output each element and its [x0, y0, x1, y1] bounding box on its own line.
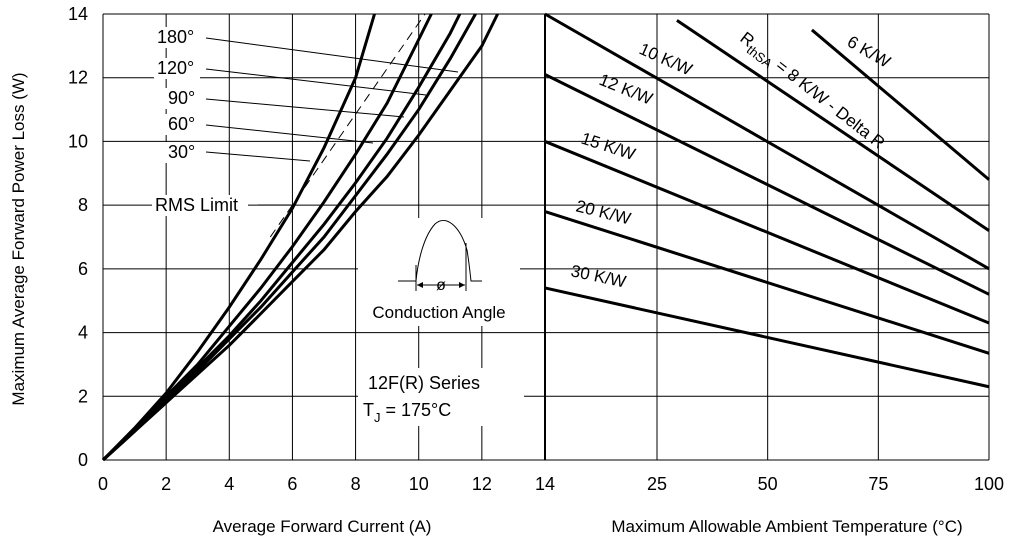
curve-label-background — [154, 58, 200, 79]
curve-label-background — [165, 114, 201, 135]
series-info-background — [358, 368, 524, 426]
rth-label-0: 6 K/W — [844, 32, 894, 72]
right-x-tick-label: 75 — [868, 474, 888, 494]
series-line-60- — [101, 13, 433, 462]
leader-line — [205, 98, 405, 118]
y-tick-label: 10 — [68, 131, 88, 151]
rth-line-15-k-w — [544, 140, 990, 325]
x-tick-label: 10 — [409, 474, 429, 494]
inset-background — [358, 218, 520, 326]
rth-line-20-k-w — [544, 210, 990, 355]
left-series-group — [101, 13, 499, 462]
conduction-angle-label: Conduction Angle — [372, 303, 505, 322]
curve-label-5: RMS Limit — [155, 195, 238, 215]
right-x-tick-label: 50 — [758, 474, 778, 494]
right-series-group — [544, 12, 990, 389]
rth-line-12-k-w — [544, 73, 990, 296]
tj-label: TJ = 175°C — [363, 400, 451, 425]
curve-label-background — [152, 195, 248, 216]
conduction-angle-inset: ø Conduction Angle — [358, 218, 520, 326]
y-tick-label: 12 — [68, 68, 88, 88]
phi-symbol: ø — [436, 277, 446, 294]
tj-prefix: T — [363, 400, 374, 420]
y-tick-label: 0 — [78, 450, 88, 470]
tj-suffix: = 175°C — [381, 400, 452, 420]
right-x-tick-label: 25 — [647, 474, 667, 494]
right-x-tick-label: 14 — [535, 474, 555, 494]
series-info-box: 12F(R) Series TJ = 175°C — [358, 368, 524, 426]
rth-line-10-k-w — [544, 12, 990, 271]
x-tick-label: 2 — [161, 474, 171, 494]
y-axis-title: Maximum Average Forward Power Loss (W) — [9, 72, 28, 405]
y-tick-label: 14 — [68, 4, 88, 24]
curve-label-2: 90° — [168, 88, 195, 108]
series-name-label: 12F(R) Series — [368, 373, 480, 393]
curve-label-4: 30° — [168, 142, 195, 162]
x-tick-label: 0 — [98, 474, 108, 494]
series-line-rms-limit — [269, 13, 426, 238]
curve-label-1: 120° — [157, 58, 194, 78]
rth-label-1: 10 K/W — [636, 39, 695, 79]
y-tick-label: 4 — [78, 323, 88, 343]
arrow-head-left — [417, 282, 423, 288]
arrow-head-right — [459, 282, 465, 288]
series-line-90- — [101, 13, 462, 462]
curve-label-0: 180° — [157, 27, 194, 47]
right-plot-grid — [544, 13, 990, 461]
series-line-120- — [101, 13, 477, 462]
left-curve-labels: 180° 120° 90° 60° 30° RMS Limit — [152, 27, 248, 216]
rth-line-8-k-w — [676, 19, 990, 232]
x-tick-label: 12 — [472, 474, 492, 494]
right-x-axis-title: Maximum Allowable Ambient Temperature (°… — [611, 517, 962, 536]
leader-line — [205, 151, 311, 162]
x-tick-label: 6 — [287, 474, 297, 494]
curve-label-background — [154, 27, 200, 48]
curve-label-background — [165, 88, 201, 109]
right-x-tick-label: 100 — [974, 474, 1004, 494]
leader-line — [205, 124, 374, 144]
rthsa-rest: = 8 K/W - Delta R — [768, 53, 888, 153]
series-line-30- — [101, 13, 376, 462]
leader-line — [205, 68, 427, 96]
axis-tick-labels: 0 2 4 6 8 10 12 0 2 4 6 8 10 12 14 14 25 50 75 100 — [68, 4, 1004, 494]
y-tick-label: 8 — [78, 195, 88, 215]
rth-line-6-k-w — [810, 28, 990, 181]
rth-label-5: 30 K/W — [569, 261, 627, 291]
label-leader-lines — [205, 37, 459, 206]
x-tick-label: 8 — [351, 474, 361, 494]
y-tick-label: 2 — [78, 386, 88, 406]
curve-label-3: 60° — [168, 114, 195, 134]
tj-subscript: J — [374, 410, 381, 425]
leader-line — [205, 37, 459, 73]
left-x-axis-title: Average Forward Current (A) — [213, 517, 432, 536]
rth-line-30-k-w — [544, 286, 990, 389]
x-tick-label: 4 — [224, 474, 234, 494]
conduction-waveform — [398, 219, 482, 282]
right-line-labels: 6 K/W10 K/W12 K/W15 K/W20 K/W30 K/WRthSA… — [569, 28, 893, 291]
curve-label-background — [165, 142, 201, 163]
y-tick-label: 6 — [78, 259, 88, 279]
